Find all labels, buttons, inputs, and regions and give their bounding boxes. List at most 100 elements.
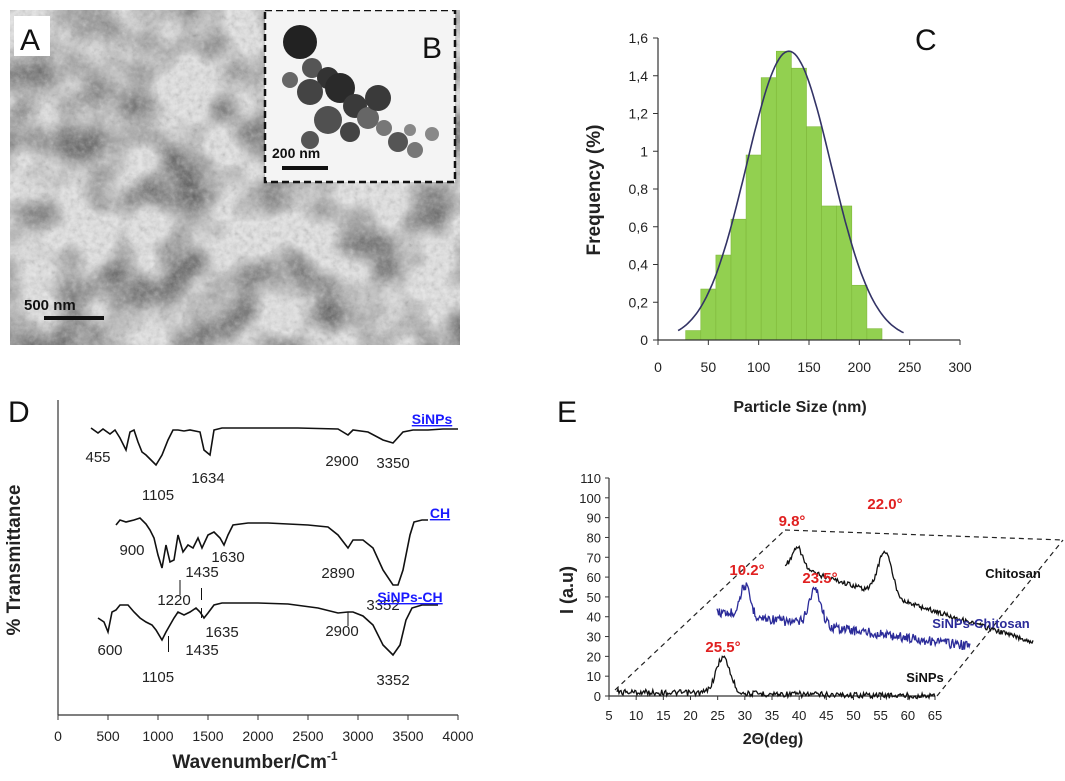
histogram-chart: C 0 50 100 150 200 250 300 0 0,2 0,4 0,6 0,8 1 1,2 1,… xyxy=(584,24,972,416)
xrd-trace-chitosan xyxy=(784,544,1034,645)
gaussian-fit-curve xyxy=(677,50,904,334)
inset-particle xyxy=(407,142,423,158)
histogram-bar xyxy=(730,218,747,341)
x-tick-label: 50 xyxy=(846,708,860,723)
x-tick-label: 4000 xyxy=(442,728,473,744)
x-tick-label: 60 xyxy=(901,708,915,723)
histogram-bar xyxy=(791,67,807,341)
y-axis-label: % Transmittance xyxy=(4,485,25,636)
inset-particle xyxy=(388,132,408,152)
x-axis-label: 2Θ(deg) xyxy=(743,731,803,748)
ftir-spectrum-line xyxy=(115,517,428,586)
inset-particle xyxy=(376,120,392,136)
panel-letter-e: E xyxy=(557,396,577,429)
y-tick-label: 100 xyxy=(579,491,601,506)
histogram-bar xyxy=(806,126,822,341)
x-tick-label: 3500 xyxy=(392,728,423,744)
y-tick-label: 110 xyxy=(580,471,601,486)
inset-particle xyxy=(314,106,342,134)
xrd-chart: E 25.5° 10.2° 23.5° 9.8° 22.0° SiNPs SiNPs-Ch… xyxy=(557,396,1064,748)
inset-particle xyxy=(357,107,379,129)
x-tick-label: 2500 xyxy=(292,728,323,744)
peak-label: 25.5° xyxy=(705,639,740,656)
y-tick-label: 1 xyxy=(640,143,648,159)
inset-particle xyxy=(282,72,298,88)
x-tick-label: 55 xyxy=(873,708,887,723)
x-tick-label: 50 xyxy=(701,359,717,375)
x-tick-label: 45 xyxy=(819,708,833,723)
scalebar-label-a: 500 nm xyxy=(24,297,76,314)
histogram-bar xyxy=(836,205,853,341)
inset-particle xyxy=(365,85,391,111)
histogram-bar xyxy=(700,288,717,341)
series-name-label: SiNPs-CH xyxy=(377,589,442,605)
scalebar-label-b: 200 nm xyxy=(272,145,320,161)
histogram-bar xyxy=(866,328,883,341)
letter-box-a xyxy=(14,16,50,56)
peak-annotation: 1635 xyxy=(205,624,238,641)
peak-annotation: 1435 xyxy=(185,642,218,659)
inset-b: B 200 nm xyxy=(263,8,457,184)
x-tick-label: 150 xyxy=(797,359,821,375)
peak-annotation: 1630 xyxy=(211,549,244,566)
panel-c: C 0 50 100 150 200 250 300 0 0,2 0,4 0,6 0,8 1 1,2 1,… xyxy=(570,0,1050,430)
peak-annotation: 900 xyxy=(119,542,144,559)
peak-annotation: 1105 xyxy=(142,669,174,686)
peak-annotation: 1220 xyxy=(157,592,190,609)
y-tick-label: 0,8 xyxy=(629,181,649,197)
y-tick-label: 10 xyxy=(587,669,601,684)
peak-annotation: 1634 xyxy=(191,470,224,487)
peak-label: 10.2° xyxy=(729,562,764,579)
micrograph-a: A 500 nm B 200 nm xyxy=(10,8,460,345)
y-tick-label: 1,4 xyxy=(629,68,649,84)
peak-label: 22.0° xyxy=(867,496,902,513)
x-axis-label-superscript: -1 xyxy=(327,749,338,763)
y-tick-label: 0 xyxy=(594,689,601,704)
x-tick-label: 3000 xyxy=(342,728,373,744)
x-tick-label: 200 xyxy=(848,359,872,375)
peak-annotation: 1105 xyxy=(142,487,174,504)
xrd-trace-sinps-chitosan xyxy=(716,582,971,651)
panel-letter-b: B xyxy=(422,32,442,65)
y-tick-label: 0 xyxy=(640,332,648,348)
peak-annotation: 3352 xyxy=(366,597,399,614)
y-tick-label: 20 xyxy=(587,649,601,664)
x-tick-label: 5 xyxy=(605,708,612,723)
waterfall-frame-right xyxy=(936,539,1064,697)
x-tick-label: 500 xyxy=(96,728,120,744)
inset-particle xyxy=(301,131,319,149)
inset-particle xyxy=(283,25,317,59)
x-tick-label: 15 xyxy=(656,708,670,723)
y-tick-label: 60 xyxy=(587,570,601,585)
y-tick-label: 1,2 xyxy=(629,106,649,122)
letter-box-b xyxy=(415,28,451,68)
y-tick-label: 90 xyxy=(587,511,601,526)
x-tick-label: 20 xyxy=(683,708,697,723)
panel-letter-d: D xyxy=(8,396,30,429)
histogram-bar xyxy=(821,205,837,341)
x-axis-label: Particle Size (nm) xyxy=(733,399,866,416)
peak-annotation: 2900 xyxy=(325,623,358,640)
inset-particle xyxy=(404,124,416,136)
x-tick-label: 65 xyxy=(928,708,942,723)
panel-letter-a: A xyxy=(20,24,40,57)
waterfall-frame-top xyxy=(784,529,1064,541)
series-name-label: SiNPs xyxy=(412,411,453,427)
series-name-label: SiNPs-Chitosan xyxy=(932,616,1030,631)
inset-particle xyxy=(297,79,323,105)
x-tick-label: 100 xyxy=(747,359,771,375)
x-tick-label: 250 xyxy=(898,359,922,375)
y-tick-label: 1,6 xyxy=(629,30,649,46)
x-axis-label-main: Wavenumber/Cm xyxy=(172,752,327,773)
series-name-label: Chitosan xyxy=(985,566,1041,581)
histogram-bar xyxy=(775,50,792,341)
x-tick-label: 30 xyxy=(738,708,752,723)
peak-annotation: 3350 xyxy=(376,455,409,472)
x-tick-label: 40 xyxy=(792,708,806,723)
y-tick-label: 80 xyxy=(587,530,601,545)
panel-a: A 500 nm B 200 nm xyxy=(10,8,460,345)
histogram-bar xyxy=(760,77,777,341)
peak-annotation: 455 xyxy=(85,449,110,466)
x-tick-label: 1500 xyxy=(192,728,223,744)
